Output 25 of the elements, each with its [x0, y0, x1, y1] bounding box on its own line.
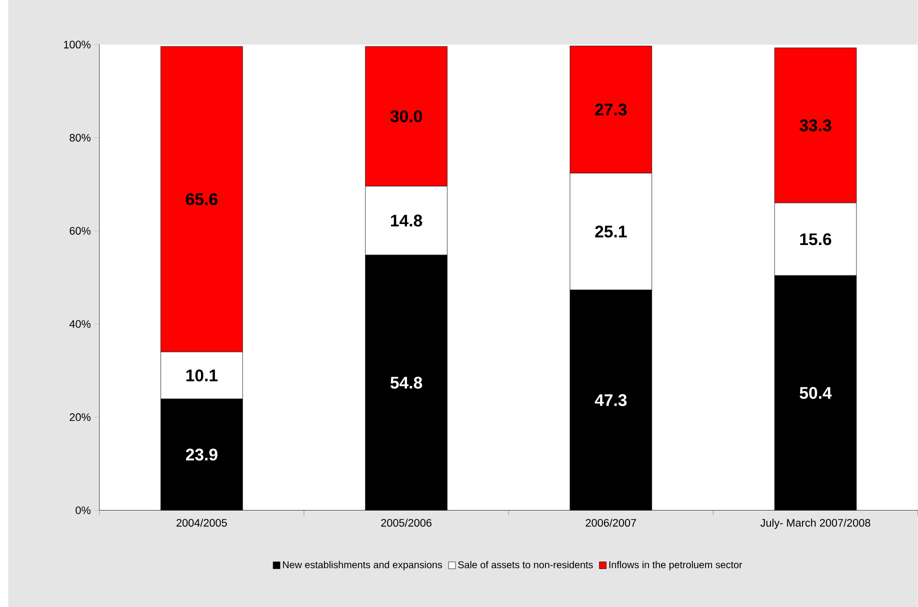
x-tick-label: 2004/2005: [176, 518, 227, 527]
y-tick-label: 100%: [64, 40, 91, 48]
data-label: 10.1: [186, 369, 218, 382]
x-tick-label: July- March 2007/2008: [760, 518, 870, 529]
data-label: 47.3: [594, 394, 627, 406]
data-label: 25.1: [595, 225, 627, 238]
data-label: 23.9: [186, 448, 218, 460]
y-tick-label: 20%: [70, 413, 91, 421]
x-tick-label: 2006/2007: [586, 518, 636, 527]
y-tick-label: 60%: [70, 226, 91, 235]
data-label: 54.8: [390, 376, 422, 388]
y-tick-label: 40%: [69, 320, 91, 328]
x-tick-label: 2005/2006: [381, 518, 432, 527]
data-label: 30.0: [390, 110, 422, 122]
data-label: 27.3: [595, 103, 627, 116]
y-tick-label: 80%: [70, 134, 91, 142]
legend-label: Inflows in the petroluem sector: [609, 560, 742, 570]
legend-label: New establishments and expansions: [283, 560, 442, 570]
legend-label: Sale of assets to non-residents: [458, 560, 593, 568]
data-label: 14.8: [391, 214, 422, 226]
data-label: 50.4: [800, 386, 832, 399]
data-label: 15.6: [800, 233, 832, 245]
data-label: 33.3: [800, 119, 832, 132]
y-tick-label: 0%: [76, 506, 91, 514]
data-label: 65.6: [186, 193, 218, 205]
